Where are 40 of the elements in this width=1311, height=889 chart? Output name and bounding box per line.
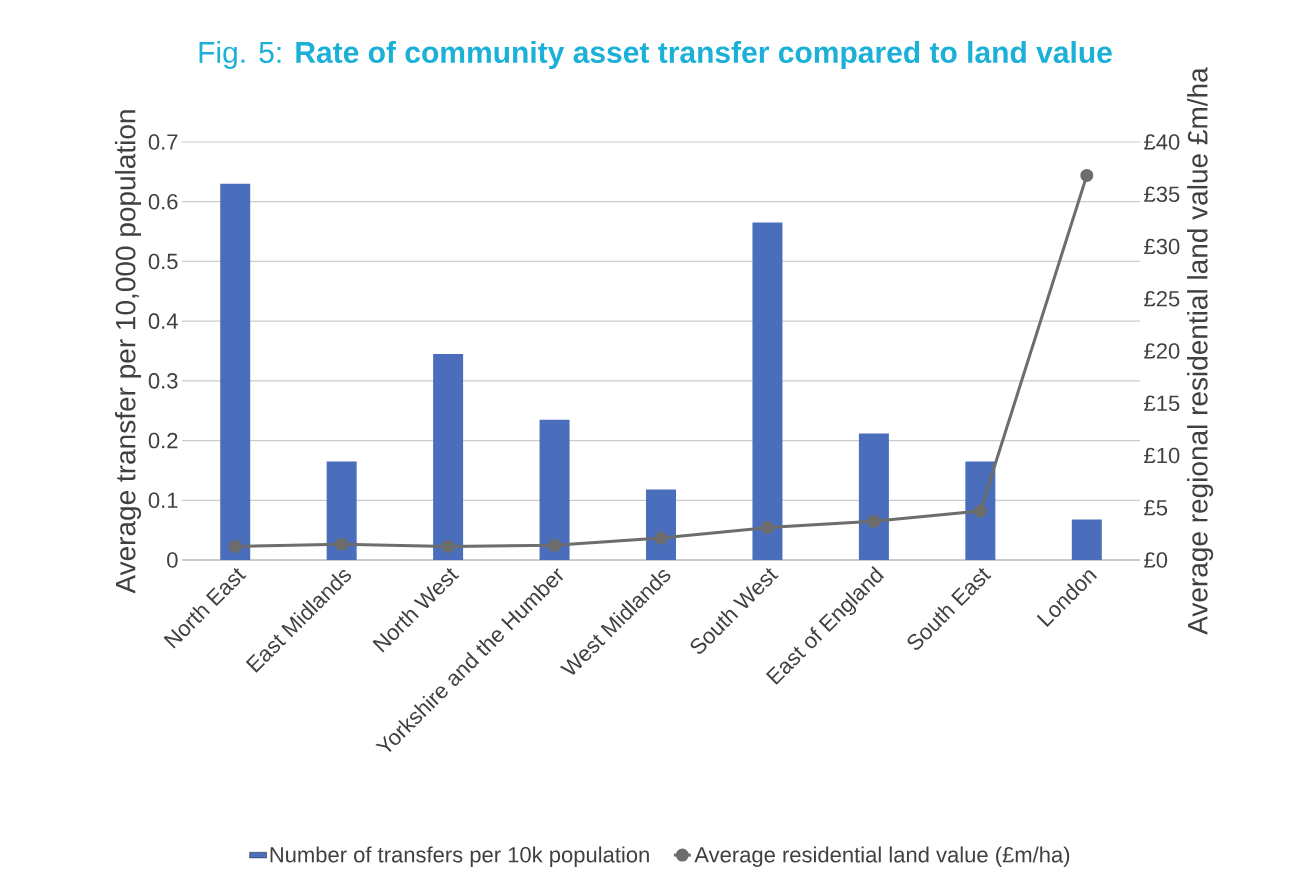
y-tick-label: 0.1 <box>148 492 178 509</box>
y-tick-label: 0.5 <box>148 253 178 270</box>
y2-tick-label: £30 <box>1144 238 1180 255</box>
y-tick-label: 0.3 <box>148 373 178 389</box>
chart-title: Fig. 5: Rate of community asset transfer compared to land value <box>199 41 1112 69</box>
point <box>867 514 881 528</box>
point <box>441 539 455 553</box>
y2-tick-label: £5 <box>1144 499 1168 516</box>
y-axis-title: Average transfer per 10,000 population <box>114 110 142 594</box>
y-tick-label: 0.2 <box>148 432 178 449</box>
y2-axis-title: Average regional residential land value £m/ha <box>1187 67 1214 635</box>
y2-tick-label: £0 <box>1144 552 1168 568</box>
y2-tick-label: £25 <box>1144 290 1180 307</box>
point <box>548 538 562 552</box>
legend-label: Average residential land value (£m/ha) <box>694 846 1070 867</box>
point <box>228 539 242 553</box>
point <box>335 537 349 551</box>
bar <box>220 183 251 560</box>
y2-tick-label: £20 <box>1144 343 1180 359</box>
legend-label: Number of transfers per 10k population <box>270 846 649 867</box>
bar <box>1071 519 1102 560</box>
bar <box>433 353 464 560</box>
y2-tick-label: £40 <box>1144 134 1180 150</box>
y-tick-label: 0.7 <box>148 134 178 150</box>
y2-tick-label: £10 <box>1144 447 1180 464</box>
y-tick-label: 0 <box>167 552 178 568</box>
bar <box>858 433 889 560</box>
y2-tick-label: £35 <box>1144 186 1180 203</box>
point <box>1080 168 1094 182</box>
bar <box>965 461 996 560</box>
bar <box>752 222 783 560</box>
bar <box>539 419 570 560</box>
point <box>973 504 987 518</box>
point <box>760 521 774 535</box>
y2-tick-label: £15 <box>1144 395 1180 412</box>
bar <box>646 489 677 560</box>
y-tick-label: 0.4 <box>148 313 178 329</box>
y-tick-label: 0.6 <box>148 193 178 210</box>
point <box>654 531 668 545</box>
bar <box>326 461 357 560</box>
